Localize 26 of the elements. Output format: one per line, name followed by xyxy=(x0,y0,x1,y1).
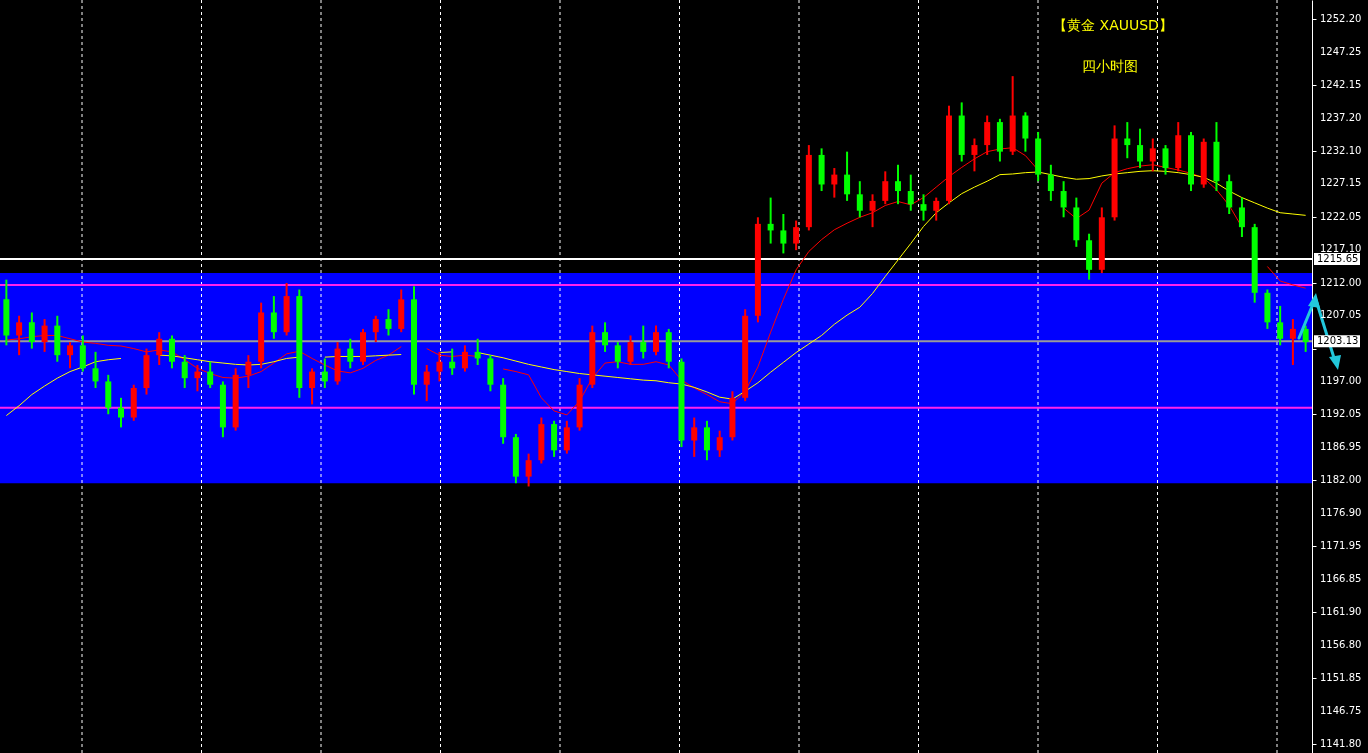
y-tick-label: 1232.10 xyxy=(1320,144,1362,156)
y-tick-label: 1182.00 xyxy=(1320,473,1362,485)
y-tick-label: 1192.05 xyxy=(1320,407,1362,419)
text: 【黄金 XAUUSD】 xyxy=(1053,17,1173,33)
y-tick-label: 1207.05 xyxy=(1320,309,1362,321)
y-tick-label: 1237.20 xyxy=(1320,111,1362,123)
ref-line-label: 1215.65 xyxy=(1317,252,1359,264)
y-tick-label: 1146.75 xyxy=(1320,705,1362,717)
y-tick-label: 1171.95 xyxy=(1320,539,1362,551)
y-tick-label: 1247.25 xyxy=(1320,45,1362,57)
y-tick-label: 1161.90 xyxy=(1320,605,1362,617)
y-tick-label: 1166.85 xyxy=(1320,573,1362,585)
y-tick-label: 1242.15 xyxy=(1320,79,1362,91)
y-tick-label: 1217.10 xyxy=(1320,243,1362,255)
y-tick-label: 1227.15 xyxy=(1320,177,1362,189)
y-tick-label: 1212.00 xyxy=(1320,276,1362,288)
y-tick-label: 1252.20 xyxy=(1320,13,1362,25)
y-tick-label: 1156.80 xyxy=(1320,639,1362,651)
y-tick-label: 1141.80 xyxy=(1320,737,1362,749)
y-tick-label: 1186.95 xyxy=(1320,441,1362,453)
y-tick-label: 1151.85 xyxy=(1320,671,1362,683)
y-tick-label: 1222.05 xyxy=(1320,210,1362,222)
ref-line-label: 1203.13 xyxy=(1317,335,1359,347)
y-tick-label: 1197.00 xyxy=(1320,375,1362,387)
y-tick-label: 1176.90 xyxy=(1320,507,1362,519)
text: 四小时图 xyxy=(1082,58,1138,74)
